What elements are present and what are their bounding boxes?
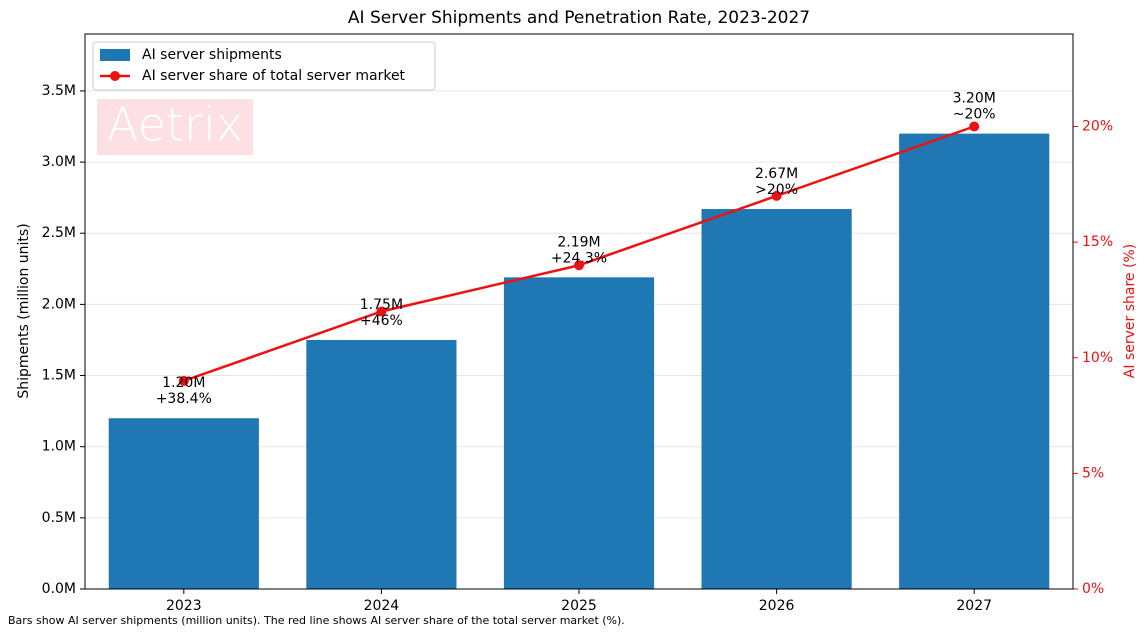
x-tick-label: 2023: [166, 598, 202, 614]
y2-tick-label: 10%: [1082, 350, 1113, 366]
y-tick-label: 3.0M: [42, 154, 76, 170]
watermark: Aetrix: [107, 98, 243, 152]
value-label: 2.67M: [755, 166, 798, 182]
y-tick-label: 2.0M: [42, 296, 76, 312]
y-tick-label: 0.5M: [42, 510, 76, 526]
legend-label: AI server share of total server market: [142, 68, 406, 84]
bar: [503, 277, 655, 589]
x-tick-label: 2024: [364, 598, 400, 614]
line-point: [376, 306, 387, 317]
line-point: [969, 121, 980, 132]
y-tick-label: 2.5M: [42, 225, 76, 241]
bar: [306, 339, 457, 589]
footnote: Bars show AI server shipments (million u…: [8, 614, 625, 627]
y2-axis-label: AI server share (%): [1122, 244, 1138, 378]
value-label: 1.75M: [360, 297, 403, 313]
legend-swatch: [100, 49, 130, 61]
bar: [899, 133, 1050, 589]
bar: [701, 209, 852, 590]
y-axis-label: Shipments (million units): [16, 223, 32, 398]
chart-title: AI Server Shipments and Penetration Rate…: [348, 8, 810, 28]
bar: [108, 418, 259, 589]
growth-label: +46%: [360, 313, 403, 329]
value-label: 2.19M: [557, 234, 600, 250]
y-tick-label: 3.5M: [42, 83, 76, 99]
y2-tick-label: 20%: [1082, 119, 1113, 135]
growth-label: +38.4%: [156, 391, 212, 407]
y2-tick-label: 0%: [1082, 581, 1104, 597]
plot-frame: [84, 33, 1074, 590]
line-point: [771, 190, 782, 201]
y2-tick-label: 15%: [1082, 234, 1113, 250]
legend-label: AI server shipments: [142, 47, 282, 63]
y-tick-label: 0.0M: [42, 581, 76, 597]
x-tick-label: 2025: [561, 598, 597, 614]
y-tick-label: 1.5M: [42, 368, 76, 384]
x-tick-label: 2027: [956, 598, 992, 614]
x-tick-label: 2026: [759, 598, 795, 614]
value-label: 3.20M: [953, 91, 996, 107]
line-point: [574, 260, 584, 271]
value-label: 1.20M: [162, 375, 205, 391]
y-tick-label: 1.0M: [42, 439, 76, 455]
watermark-box: [97, 99, 253, 155]
growth-label: ~20%: [953, 107, 996, 123]
y2-tick-label: 5%: [1082, 465, 1104, 481]
legend-box: [92, 41, 436, 91]
line-point: [178, 375, 189, 386]
legend-marker: [110, 71, 120, 81]
growth-label: +24.3%: [551, 250, 607, 266]
growth-label: >20%: [755, 182, 798, 198]
